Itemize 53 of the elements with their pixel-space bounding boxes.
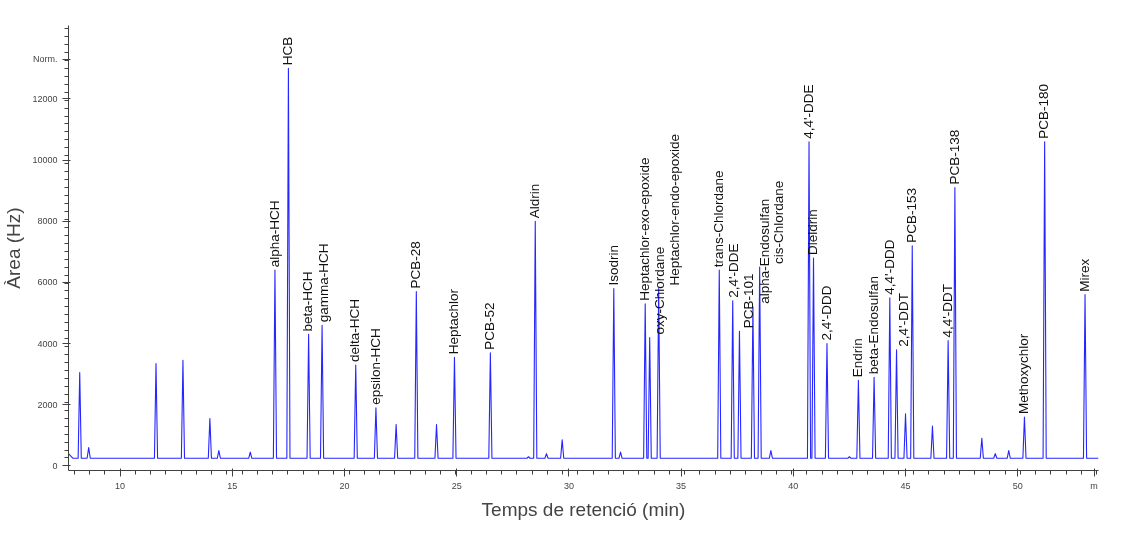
annotation: alpha-Endosulfan [756, 198, 772, 304]
annotation: Heptachlor [446, 288, 462, 355]
annotation: 4,4'-DDD [881, 239, 897, 295]
annotation: Isodrin [605, 244, 621, 286]
annotation: delta-HCH [347, 298, 363, 362]
x-tick-label: 40 [788, 480, 799, 491]
annotation: gamma-HCH [315, 243, 331, 323]
annotation: epsilon-HCH [367, 328, 383, 405]
y-axis-title: Àrea (Hz) [3, 207, 25, 289]
x-tick-label: 30 [563, 480, 574, 491]
x-tick-label: 20 [339, 480, 350, 491]
x-tick-label: 50 [1012, 480, 1023, 491]
y-tick-label: 6000 [37, 277, 58, 288]
annotation: PCB-28 [408, 241, 424, 289]
annotation: HCB [280, 36, 296, 66]
annotation: Heptachlor-endo-epoxide [667, 133, 683, 286]
annotation: cis-Chlordane [771, 180, 787, 265]
y-tick-label: 2000 [37, 399, 58, 410]
annotation: PCB-138 [946, 129, 962, 185]
annotation: oxy-Chlordane [652, 246, 668, 335]
annotation: 4,4'-DDT [939, 283, 955, 338]
x-tick-label: m [1090, 480, 1098, 491]
annotation: beta-HCH [300, 271, 316, 332]
y-tick-label: 8000 [37, 216, 58, 227]
x-tick-label: 25 [451, 480, 462, 491]
line-series [68, 67, 1099, 459]
annotation: Methoxychlor [1016, 333, 1032, 414]
annotation: PCB-101 [741, 273, 757, 329]
y-tick-label: Norm. [33, 54, 58, 65]
annotation: 4,4'-DDE [800, 84, 816, 139]
x-tick-label: 15 [227, 480, 238, 491]
annotation: 2,4'-DDT [896, 293, 912, 347]
annotation: PCB-52 [482, 302, 498, 350]
annotation: trans-Chlordane [711, 170, 727, 268]
annotation: PCB-180 [1036, 83, 1052, 139]
x-axis-title: Temps de retenció (min) [481, 498, 686, 520]
y-tick-label: 10000 [32, 155, 58, 166]
annotation: alpha-HCH [266, 200, 282, 268]
annotation: 2,4'-DDE [726, 243, 742, 298]
annotation: Aldrin [527, 183, 542, 219]
annotation: Mirex [1076, 258, 1092, 292]
annotation: 2,4'-DDD [818, 285, 834, 341]
y-tick-label: 12000 [32, 93, 58, 104]
annotation: Endrin [850, 338, 866, 378]
y-tick-label: 4000 [37, 338, 58, 349]
annotation: PCB-153 [904, 187, 919, 243]
x-tick-label: 10 [115, 480, 126, 491]
annotation: beta-Endosulfan [865, 275, 881, 375]
annotation: Heptachlor-exo-epoxide [636, 157, 652, 301]
x-tick-label: 35 [676, 480, 687, 491]
y-tick-label: 0 [52, 460, 58, 471]
annotation: Dieldrin [805, 209, 821, 255]
x-tick-label: 45 [900, 480, 911, 491]
